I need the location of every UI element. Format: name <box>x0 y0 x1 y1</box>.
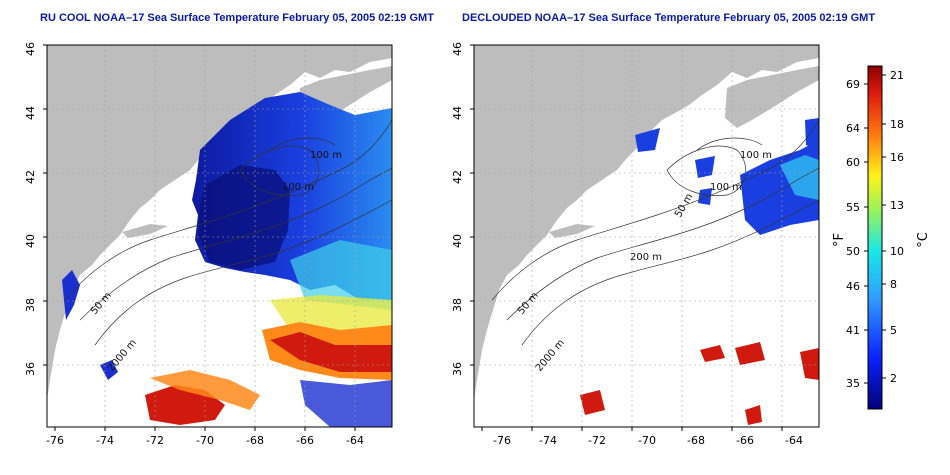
right-contour-label-200m: 200 m <box>630 252 662 263</box>
right-y-axis: 46 44 42 40 38 36 <box>451 42 474 376</box>
right-y-tick-label: 40 <box>451 234 464 248</box>
dotted-grid <box>474 45 819 427</box>
left-y-tick-label: 46 <box>24 42 37 56</box>
left-x-tick-label: -72 <box>146 434 164 447</box>
warm-patch-red <box>745 405 762 425</box>
warm-patch-red <box>735 342 765 365</box>
left-x-tick-label: -64 <box>346 434 364 447</box>
celsius-tick-label: 8 <box>890 278 897 291</box>
right-x-tick-label: -70 <box>638 434 656 447</box>
left-y-tick-label: 44 <box>24 106 37 120</box>
land-mass <box>47 45 392 400</box>
celsius-unit-label: °C <box>916 232 931 248</box>
fahrenheit-tick-label: 41 <box>846 324 860 337</box>
celsius-tick-label: 18 <box>890 118 904 131</box>
left-y-axis: 46 44 42 40 38 36 <box>24 42 47 376</box>
celsius-tick-label: 21 <box>890 69 904 82</box>
fahrenheit-tick-label: 69 <box>846 78 860 91</box>
right-map-title: DECLOUDED NOAA–17 Sea Surface Temperatur… <box>462 12 876 24</box>
right-x-tick-label: -66 <box>736 434 754 447</box>
right-x-tick-label: -74 <box>539 434 557 447</box>
coastal-blue-strip <box>62 270 80 320</box>
fahrenheit-tick-label: 35 <box>846 377 860 390</box>
warm-core-red <box>270 332 392 372</box>
cold-speckle-south <box>300 380 392 427</box>
declouded-blue-patch-small <box>695 156 715 178</box>
declouded-blue-patch-north <box>635 128 660 152</box>
left-x-tick-label: -70 <box>196 434 214 447</box>
left-y-tick-label: 40 <box>24 234 37 248</box>
fahrenheit-tick-label: 64 <box>846 122 860 135</box>
colorbar-gradient <box>867 65 883 410</box>
nova-scotia-land <box>725 66 819 128</box>
right-x-tick-label: -68 <box>687 434 705 447</box>
celsius-tick-label: 13 <box>890 199 904 212</box>
long-island-land <box>549 224 595 238</box>
warm-patch-red <box>700 345 725 362</box>
land-mass <box>474 45 819 400</box>
celsius-tick-label: 2 <box>890 372 897 385</box>
gulfstream-cyan <box>290 240 392 310</box>
declouded-cyan-patch <box>780 155 819 200</box>
right-x-tick-label: -76 <box>493 434 511 447</box>
declouded-blue-patch-small <box>698 188 712 205</box>
right-y-tick-label: 42 <box>451 170 464 184</box>
long-island-land <box>122 224 168 238</box>
left-map-title: RU COOL NOAA–17 Sea Surface Temperature … <box>40 12 434 24</box>
left-x-axis: -76 -74 -72 -70 -68 -66 -64 <box>46 427 364 447</box>
right-y-tick-label: 38 <box>451 298 464 312</box>
left-contour-label-100m-mid: 100 m <box>282 182 314 193</box>
right-x-tick-label: -72 <box>588 434 606 447</box>
right-x-axis: -76 -74 -72 -70 -68 -66 -64 <box>481 427 803 447</box>
right-x-tick-label: -64 <box>785 434 803 447</box>
celsius-tick-label: 16 <box>890 151 904 164</box>
dotted-grid <box>47 45 392 427</box>
left-x-tick-label: -68 <box>246 434 264 447</box>
right-y-tick-label: 36 <box>451 362 464 376</box>
fahrenheit-tick-label: 46 <box>846 280 860 293</box>
left-y-tick-label: 42 <box>24 170 37 184</box>
right-y-tick-label: 44 <box>451 106 464 120</box>
temperature-colorbar: 69 64 60 55 50 46 41 35 21 18 16 13 10 8… <box>832 65 931 410</box>
warm-patch-red <box>800 348 819 380</box>
left-contour-label-100m-north: 100 m <box>310 150 342 161</box>
fahrenheit-tick-label: 60 <box>846 156 860 169</box>
right-y-tick-label: 46 <box>451 42 464 56</box>
left-x-tick-label: -76 <box>46 434 64 447</box>
right-map-panel: 100 m 100 m 50 m 200 m 50 m 2000 m -76 -… <box>451 42 820 447</box>
left-map-panel: 100 m 100 m 50 m 2000 m -76 -74 -72 -70 … <box>24 42 393 447</box>
deep-cold-region <box>198 165 290 270</box>
left-x-tick-label: -74 <box>96 434 114 447</box>
left-x-tick-label: -66 <box>296 434 314 447</box>
warm-patch-red <box>580 390 605 415</box>
fahrenheit-tick-label: 50 <box>846 245 860 258</box>
celsius-tick-label: 10 <box>890 245 904 258</box>
right-contour-label-100m-north: 100 m <box>740 150 772 161</box>
celsius-tick-label: 5 <box>890 324 897 337</box>
bathymetry-contours <box>491 119 819 346</box>
left-y-tick-label: 36 <box>24 362 37 376</box>
right-map-frame <box>473 44 820 428</box>
left-map-frame <box>46 44 393 428</box>
right-contour-label-100m-mid: 100 m <box>710 182 742 193</box>
left-y-tick-label: 38 <box>24 298 37 312</box>
fahrenheit-tick-label: 55 <box>846 201 860 214</box>
fahrenheit-unit-label: °F <box>832 233 847 247</box>
